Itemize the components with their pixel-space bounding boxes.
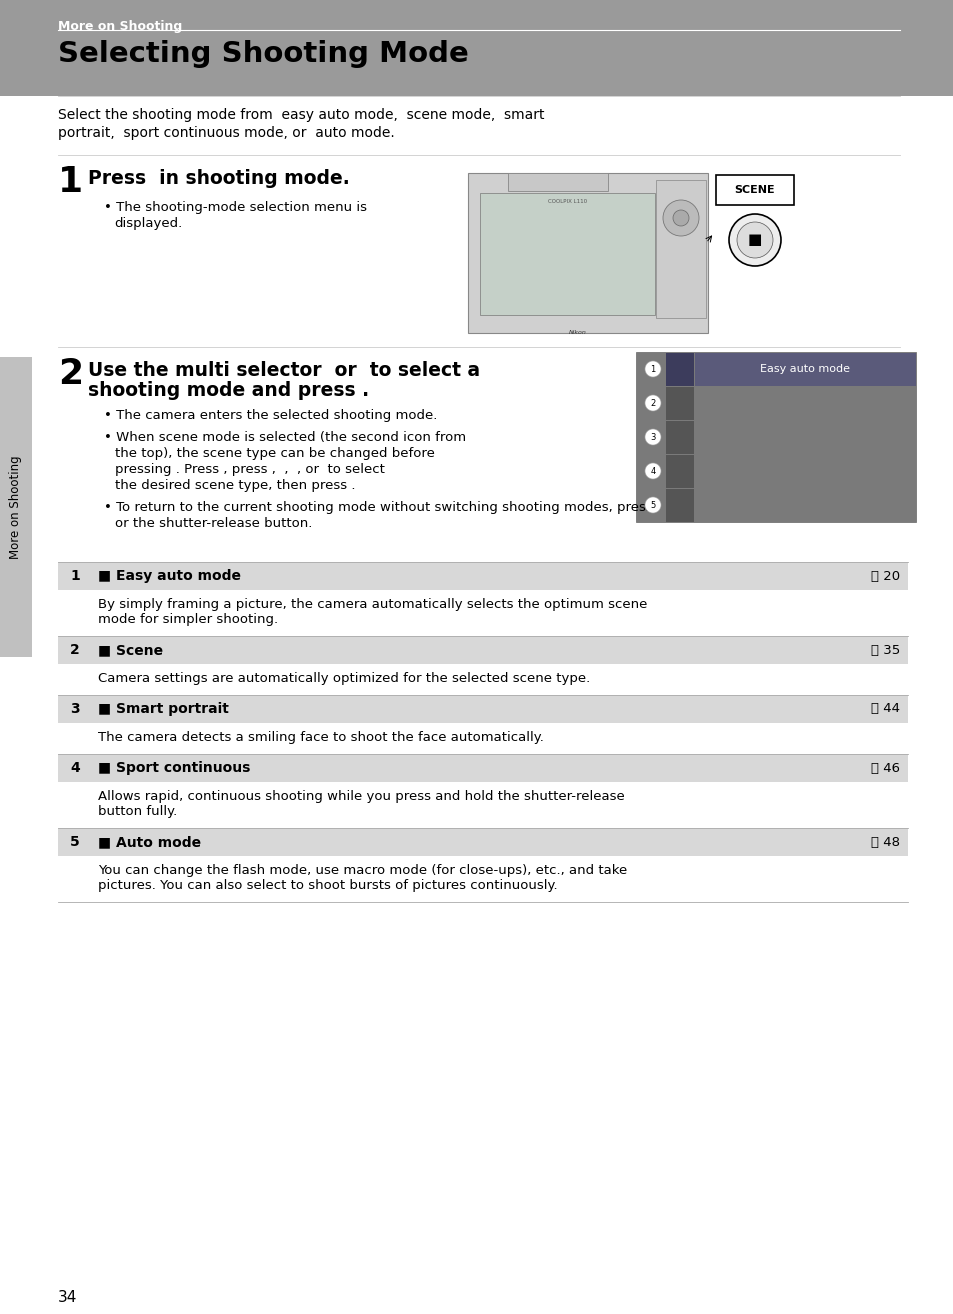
Text: SCENE: SCENE <box>734 185 775 194</box>
Text: 2: 2 <box>58 357 83 392</box>
Circle shape <box>737 222 772 258</box>
Bar <box>58 695 907 723</box>
Text: • The shooting-mode selection menu is: • The shooting-mode selection menu is <box>104 201 367 214</box>
Text: Use the multi selector  or  to select a: Use the multi selector or to select a <box>88 361 479 380</box>
Text: or the shutter-release button.: or the shutter-release button. <box>115 516 312 530</box>
Text: The camera detects a smiling face to shoot the face automatically.: The camera detects a smiling face to sho… <box>98 731 543 744</box>
Bar <box>716 175 793 205</box>
Circle shape <box>728 214 781 265</box>
Text: • The camera enters the selected shooting mode.: • The camera enters the selected shootin… <box>104 409 436 422</box>
Bar <box>695 353 915 386</box>
Text: ⧉ 48: ⧉ 48 <box>870 836 899 849</box>
Bar <box>468 173 707 332</box>
Bar <box>58 855 907 901</box>
Text: ■ Sport continuous: ■ Sport continuous <box>98 761 250 775</box>
Circle shape <box>644 428 660 445</box>
Text: 34: 34 <box>58 1290 77 1305</box>
Text: Select the shooting mode from  easy auto mode,  scene mode,  smart: Select the shooting mode from easy auto … <box>58 108 544 122</box>
Text: 1: 1 <box>650 364 655 373</box>
Bar <box>665 489 693 522</box>
Text: • To return to the current shooting mode without switching shooting modes, press: • To return to the current shooting mode… <box>104 501 657 514</box>
Bar <box>58 723 907 754</box>
Bar <box>0 357 32 657</box>
Bar <box>665 420 693 455</box>
Text: displayed.: displayed. <box>113 217 182 230</box>
Text: By simply framing a picture, the camera automatically selects the optimum scene: By simply framing a picture, the camera … <box>98 598 647 611</box>
Text: 3: 3 <box>650 432 655 442</box>
Text: ■: ■ <box>747 233 761 247</box>
Bar <box>58 754 907 782</box>
Text: portrait,  sport continuous mode, or  auto mode.: portrait, sport continuous mode, or auto… <box>58 126 395 141</box>
Bar <box>58 664 907 695</box>
Text: 4: 4 <box>650 466 655 476</box>
Text: 1: 1 <box>70 569 80 583</box>
Bar <box>636 352 915 522</box>
Bar <box>58 782 907 828</box>
Text: • When scene mode is selected (the second icon from: • When scene mode is selected (the secon… <box>104 431 466 444</box>
Text: the desired scene type, then press .: the desired scene type, then press . <box>115 480 355 491</box>
Text: ⧉ 46: ⧉ 46 <box>870 762 899 774</box>
Text: shooting mode and press .: shooting mode and press . <box>88 381 369 399</box>
Bar <box>665 388 693 420</box>
Text: ⧉ 20: ⧉ 20 <box>870 569 899 582</box>
Text: pressing . Press , press ,  ,  , or  to select: pressing . Press , press , , , or to sel… <box>115 463 384 476</box>
Text: 4: 4 <box>70 761 80 775</box>
Text: ■ Scene: ■ Scene <box>98 643 163 657</box>
Circle shape <box>672 210 688 226</box>
Circle shape <box>644 497 660 512</box>
Bar <box>58 828 907 855</box>
Bar <box>479 193 655 315</box>
Text: pictures. You can also select to shoot bursts of pictures continuously.: pictures. You can also select to shoot b… <box>98 879 558 892</box>
Text: 5: 5 <box>650 501 655 510</box>
Text: You can change the flash mode, use macro mode (for close-ups), etc., and take: You can change the flash mode, use macro… <box>98 865 626 876</box>
Bar <box>58 562 907 590</box>
Text: ■ Auto mode: ■ Auto mode <box>98 834 201 849</box>
Bar <box>507 173 607 191</box>
Text: 2: 2 <box>70 643 80 657</box>
Text: Camera settings are automatically optimized for the selected scene type.: Camera settings are automatically optimi… <box>98 671 590 685</box>
Text: 3: 3 <box>70 702 79 716</box>
Bar <box>656 180 705 318</box>
Circle shape <box>644 361 660 377</box>
Bar <box>0 0 953 96</box>
Text: 1: 1 <box>58 166 83 198</box>
Text: Press  in shooting mode.: Press in shooting mode. <box>88 170 350 188</box>
Text: Allows rapid, continuous shooting while you press and hold the shutter-release: Allows rapid, continuous shooting while … <box>98 790 624 803</box>
Text: 2: 2 <box>650 398 655 407</box>
Bar <box>58 590 907 636</box>
Bar <box>58 636 907 664</box>
Text: mode for simpler shooting.: mode for simpler shooting. <box>98 614 278 625</box>
Text: More on Shooting: More on Shooting <box>10 455 23 558</box>
Text: the top), the scene type can be changed before: the top), the scene type can be changed … <box>115 447 435 460</box>
Text: ■ Smart portrait: ■ Smart portrait <box>98 702 229 716</box>
Text: ⧉ 44: ⧉ 44 <box>870 703 899 716</box>
Bar <box>665 455 693 487</box>
Text: button fully.: button fully. <box>98 805 177 819</box>
Text: More on Shooting: More on Shooting <box>58 20 182 33</box>
Text: Easy auto mode: Easy auto mode <box>760 364 850 374</box>
Bar <box>665 353 693 386</box>
Circle shape <box>644 396 660 411</box>
Text: Selecting Shooting Mode: Selecting Shooting Mode <box>58 39 468 68</box>
Circle shape <box>644 463 660 480</box>
Text: ⧉ 35: ⧉ 35 <box>870 644 899 657</box>
Text: 5: 5 <box>70 834 80 849</box>
Text: Nikon: Nikon <box>569 330 586 335</box>
Text: ■ Easy auto mode: ■ Easy auto mode <box>98 569 241 583</box>
Circle shape <box>662 200 699 237</box>
Text: COOLPIX L110: COOLPIX L110 <box>547 198 586 204</box>
